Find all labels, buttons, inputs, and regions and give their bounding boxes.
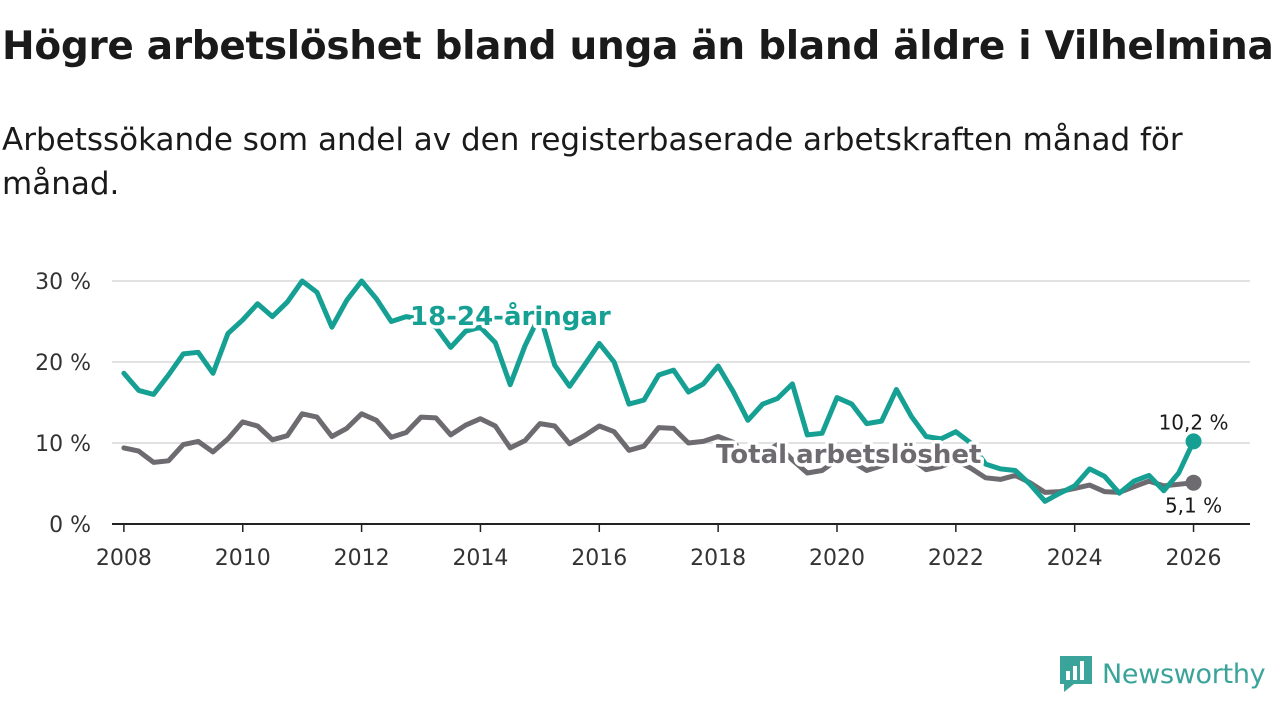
x-tick-label: 2022 — [928, 546, 984, 571]
series-lines — [121, 278, 1202, 504]
x-tick-label: 2014 — [452, 546, 508, 571]
x-tick-label: 2012 — [334, 546, 390, 571]
y-tick-label: 20 % — [35, 351, 91, 376]
series-label-total: Total arbetslöshet — [716, 440, 981, 470]
end-value-label-youth: 10,2 % — [1159, 410, 1229, 434]
x-tick-label: 2026 — [1166, 546, 1222, 571]
end-point-total — [1185, 474, 1202, 491]
newsworthy-brand[interactable]: Newsworthy — [1058, 654, 1266, 694]
x-tick-label: 2010 — [215, 546, 271, 571]
x-tick-label: 2024 — [1047, 546, 1103, 571]
series-line-total — [121, 411, 1196, 495]
end-point-youth — [1185, 433, 1202, 450]
series-labels: 5,1 % 10,2 % Total arbetslöshet 18-24-åring… — [407, 297, 1229, 518]
y-tick-label: 30 % — [35, 270, 91, 295]
chart-subtitle: Arbetssökande som andel av den registerb… — [2, 122, 1183, 202]
end-value-label-total: 5,1 % — [1165, 494, 1222, 518]
series-label-youth: 18-24-åringar — [410, 300, 611, 332]
brand-name: Newsworthy — [1102, 658, 1266, 690]
y-tick-label: 0 % — [49, 513, 91, 538]
x-tick-label: 2008 — [96, 546, 152, 571]
chart-title: Högre arbetslöshet bland unga än bland ä… — [2, 24, 1274, 69]
x-tick-label: 2020 — [809, 546, 865, 571]
x-tick-label: 2018 — [690, 546, 746, 571]
newsworthy-logo-icon — [1060, 656, 1092, 692]
x-tick-label: 2016 — [571, 546, 627, 571]
series-line-youth — [121, 278, 1196, 504]
y-tick-label: 10 % — [35, 432, 91, 457]
axes: 0 % 10 % 20 % 30 % 2008 2010 2012 2014 2016 2018 2… — [35, 270, 1250, 571]
